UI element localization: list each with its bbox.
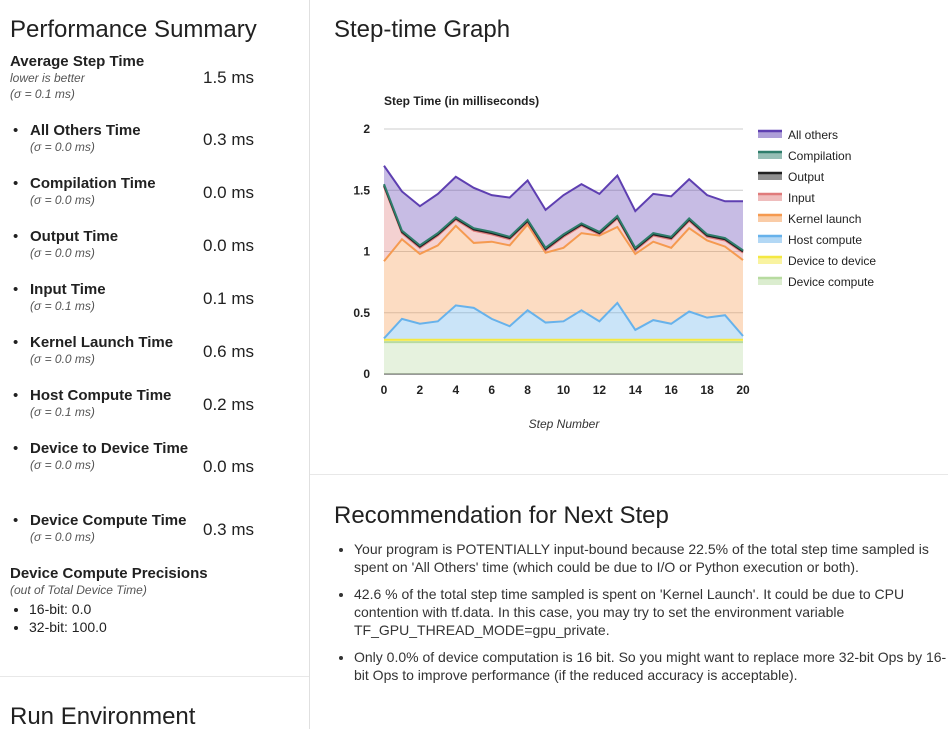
run-environment-title: Run Environment <box>10 703 196 730</box>
recommendation-item: Your program is POTENTIALLY input-bound … <box>354 540 948 576</box>
precision-item: 16-bit: 0.0 <box>29 600 300 618</box>
metric-value: 1.5 ms <box>203 68 255 87</box>
metric-label: Input Time <box>30 281 106 298</box>
bullet-icon: • <box>13 281 19 298</box>
bullet-icon: • <box>13 334 19 351</box>
metric-label: Device Compute Time <box>30 512 187 529</box>
recommendation-title: Recommendation for Next Step <box>334 502 669 529</box>
divider <box>0 676 309 677</box>
bullet-icon: • <box>13 175 19 192</box>
recommendation-panel: Recommendation for Next Step Your progra… <box>310 0 948 729</box>
step-time-graph-title: Step-time Graph <box>334 16 511 43</box>
metric-sigma: (σ = 0.0 ms) <box>30 352 95 366</box>
recommendation-list: Your program is POTENTIALLY input-bound … <box>334 540 948 693</box>
metric-sigma: (σ = 0.1 ms) <box>30 299 95 313</box>
bullet-icon: • <box>13 440 19 457</box>
metric-value: 0.3 ms <box>203 130 255 149</box>
metric-note: lower is better <box>10 71 85 85</box>
precisions-note: (out of Total Device Time) <box>10 583 147 597</box>
metric-sigma: (σ = 0.0 ms) <box>30 458 95 472</box>
metric-label: Output Time <box>30 228 119 245</box>
recommendation-item: Only 0.0% of device computation is 16 bi… <box>354 648 948 684</box>
bullet-icon: • <box>13 512 19 529</box>
device-compute-precisions: Device Compute Precisions (out of Total … <box>10 565 300 636</box>
metric-value: 0.2 ms <box>203 395 255 414</box>
performance-summary-title: Performance Summary <box>10 16 257 43</box>
metric-value: 0.6 ms <box>203 342 255 361</box>
metric-sigma: (σ = 0.1 ms) <box>30 405 95 419</box>
metric-value: 0.3 ms <box>203 520 255 539</box>
precision-item: 32-bit: 100.0 <box>29 618 300 636</box>
step-time-graph-panel: Step-time Graph <box>310 0 948 729</box>
metric-value: 0.0 ms <box>203 236 255 255</box>
divider <box>310 474 948 475</box>
metric-value: 0.1 ms <box>203 289 255 308</box>
metric-value: 0.0 ms <box>203 457 255 476</box>
metric-sigma: (σ = 0.0 ms) <box>30 193 95 207</box>
metric-sigma: (σ = 0.0 ms) <box>30 140 95 154</box>
bullet-icon: • <box>13 122 19 139</box>
bullet-icon: • <box>13 387 19 404</box>
metric-sigma: (σ = 0.0 ms) <box>30 530 95 544</box>
metric-label: Kernel Launch Time <box>30 334 174 351</box>
metric-sigma: (σ = 0.0 ms) <box>30 246 95 260</box>
bullet-icon: • <box>13 228 19 245</box>
performance-summary-panel: Performance Summary Average Step Time lo… <box>0 0 310 730</box>
metric-value: 0.0 ms <box>203 183 255 202</box>
metric-label: Average Step Time <box>10 53 145 70</box>
metric-label: Compilation Time <box>30 175 156 192</box>
precisions-title: Device Compute Precisions <box>10 565 208 582</box>
metric-sigma: (σ = 0.1 ms) <box>10 87 75 101</box>
metric-label: Host Compute Time <box>30 387 172 404</box>
metric-label: All Others Time <box>30 122 141 139</box>
recommendation-item: 42.6 % of the total step time sampled is… <box>354 585 948 639</box>
precisions-list: 16-bit: 0.0 32-bit: 100.0 <box>10 600 300 636</box>
average-step-time: Average Step Time lower is better (σ = 0… <box>10 53 300 102</box>
metric-label: Device to Device Time <box>30 440 189 457</box>
